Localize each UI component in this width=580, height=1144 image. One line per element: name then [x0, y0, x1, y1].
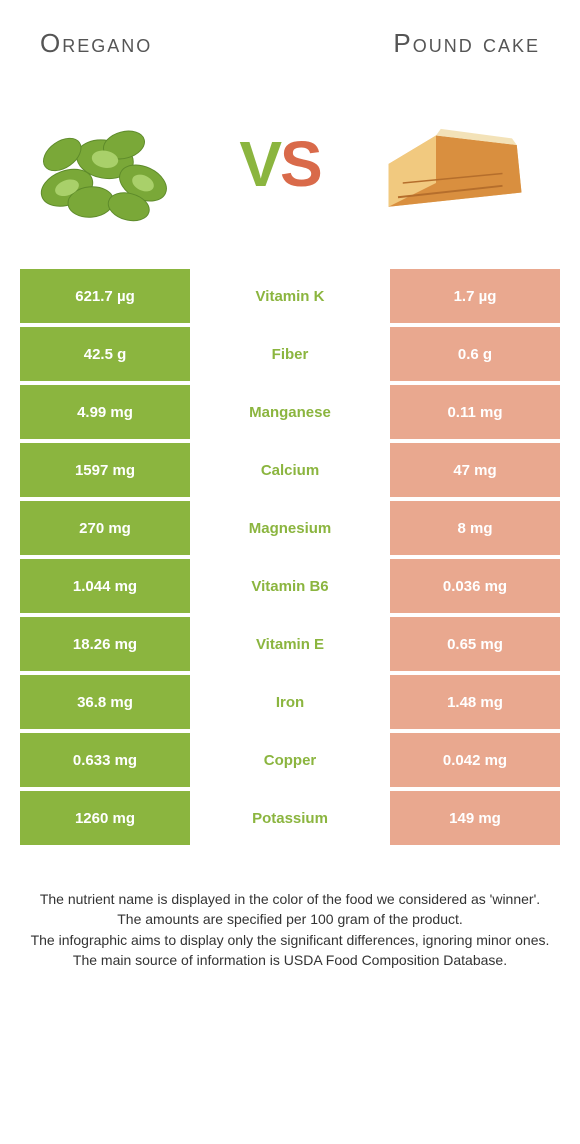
table-row: 621.7 µgVitamin K1.7 µg: [20, 269, 560, 323]
table-row: 1597 mgCalcium47 mg: [20, 443, 560, 497]
right-value: 0.042 mg: [390, 733, 560, 787]
table-row: 0.633 mgCopper0.042 mg: [20, 733, 560, 787]
right-food-title: Pound cake: [393, 28, 540, 59]
nutrient-name: Manganese: [190, 385, 390, 439]
vs-label: VS: [239, 127, 320, 201]
nutrient-name: Vitamin K: [190, 269, 390, 323]
nutrient-name: Potassium: [190, 791, 390, 845]
table-row: 270 mgMagnesium8 mg: [20, 501, 560, 555]
oregano-image: [10, 89, 200, 239]
left-value: 270 mg: [20, 501, 190, 555]
left-value: 4.99 mg: [20, 385, 190, 439]
left-value: 1.044 mg: [20, 559, 190, 613]
hero-row: VS: [0, 69, 580, 269]
nutrient-name: Vitamin B6: [190, 559, 390, 613]
right-value: 0.6 g: [390, 327, 560, 381]
vs-s: S: [280, 128, 321, 200]
left-value: 18.26 mg: [20, 617, 190, 671]
table-row: 4.99 mgManganese0.11 mg: [20, 385, 560, 439]
table-row: 42.5 gFiber0.6 g: [20, 327, 560, 381]
footer-line: The amounts are specified per 100 gram o…: [28, 909, 552, 929]
table-row: 1260 mgPotassium149 mg: [20, 791, 560, 845]
nutrient-name: Calcium: [190, 443, 390, 497]
left-value: 0.633 mg: [20, 733, 190, 787]
nutrient-name: Fiber: [190, 327, 390, 381]
left-value: 36.8 mg: [20, 675, 190, 729]
nutrient-name: Copper: [190, 733, 390, 787]
left-value: 1597 mg: [20, 443, 190, 497]
footer-line: The main source of information is USDA F…: [28, 950, 552, 970]
left-value: 42.5 g: [20, 327, 190, 381]
left-value: 621.7 µg: [20, 269, 190, 323]
nutrient-name: Iron: [190, 675, 390, 729]
vs-v: V: [239, 128, 280, 200]
nutrient-table: 621.7 µgVitamin K1.7 µg42.5 gFiber0.6 g4…: [0, 269, 580, 845]
footer-line: The infographic aims to display only the…: [28, 930, 552, 950]
table-row: 1.044 mgVitamin B60.036 mg: [20, 559, 560, 613]
pound-cake-image: [360, 89, 550, 239]
footer-line: The nutrient name is displayed in the co…: [28, 889, 552, 909]
right-value: 8 mg: [390, 501, 560, 555]
header: Oregano Pound cake: [0, 0, 580, 69]
table-row: 18.26 mgVitamin E0.65 mg: [20, 617, 560, 671]
right-value: 1.7 µg: [390, 269, 560, 323]
right-value: 1.48 mg: [390, 675, 560, 729]
right-value: 149 mg: [390, 791, 560, 845]
left-value: 1260 mg: [20, 791, 190, 845]
left-food-title: Oregano: [40, 28, 152, 59]
nutrient-name: Vitamin E: [190, 617, 390, 671]
footer-notes: The nutrient name is displayed in the co…: [0, 849, 580, 970]
right-value: 0.036 mg: [390, 559, 560, 613]
nutrient-name: Magnesium: [190, 501, 390, 555]
right-value: 0.65 mg: [390, 617, 560, 671]
right-value: 47 mg: [390, 443, 560, 497]
right-value: 0.11 mg: [390, 385, 560, 439]
table-row: 36.8 mgIron1.48 mg: [20, 675, 560, 729]
